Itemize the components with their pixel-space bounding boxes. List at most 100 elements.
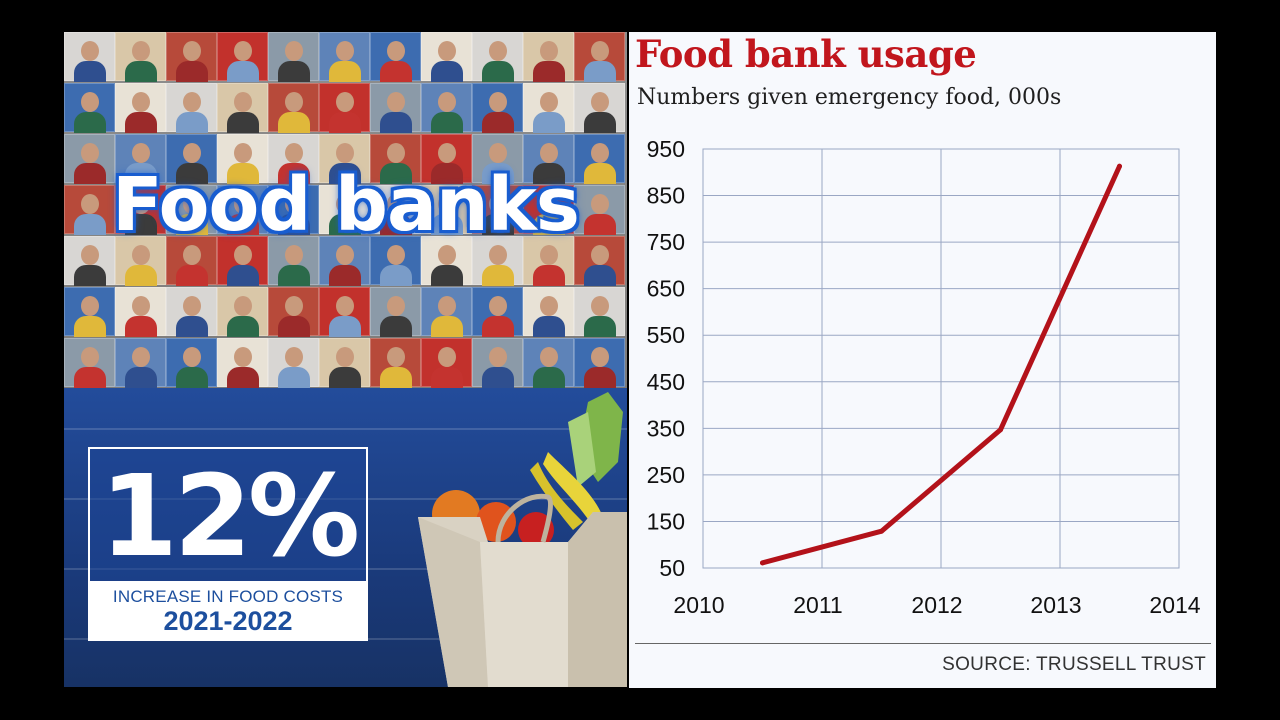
mosaic-tile — [370, 287, 421, 337]
mosaic-tile — [472, 134, 523, 184]
mosaic-tile — [319, 338, 370, 388]
mosaic-tile — [166, 32, 217, 82]
stat-years: 2021-2022 — [163, 606, 293, 636]
mosaic-tile — [268, 338, 319, 388]
y-tick-label: 350 — [647, 415, 685, 441]
mosaic-tile — [268, 236, 319, 286]
mosaic-tile — [574, 83, 625, 133]
line-chart: 950 850 750 650 550 450 350 250 150 50 2010 2011 201… — [647, 136, 1201, 618]
mosaic-tile — [472, 83, 523, 133]
y-tick-label: 250 — [647, 462, 685, 488]
mosaic-tile — [472, 185, 523, 235]
mosaic-tile — [472, 236, 523, 286]
mosaic-tile — [115, 32, 166, 82]
mosaic-tile — [523, 236, 574, 286]
stat-caption-box: INCREASE IN FOOD COSTS 2021-2022 — [90, 581, 366, 639]
mosaic-tile — [115, 83, 166, 133]
mosaic-tile — [166, 134, 217, 184]
mosaic-tile — [523, 134, 574, 184]
mosaic-tile — [64, 185, 115, 235]
plot-frame — [702, 148, 1180, 569]
mosaic-tile — [217, 83, 268, 133]
mosaic-tile — [319, 32, 370, 82]
data-point — [760, 560, 765, 566]
promo-panel: Food banks 12% INCREASE IN FOOD COSTS 20… — [64, 32, 627, 687]
data-point — [1117, 163, 1122, 169]
mosaic-tile — [217, 287, 268, 337]
mosaic-tile — [370, 185, 421, 235]
x-tick-label: 2011 — [793, 592, 842, 618]
mosaic-tile — [421, 32, 472, 82]
mosaic-tile — [115, 287, 166, 337]
source-divider — [635, 643, 1211, 644]
mosaic-tile — [574, 32, 625, 82]
series-line — [760, 163, 1122, 566]
mosaic-tile — [115, 134, 166, 184]
data-point — [998, 427, 1003, 433]
mosaic-tile — [472, 32, 523, 82]
mosaic-tile — [370, 236, 421, 286]
mosaic-tile — [115, 236, 166, 286]
mosaic-tile — [268, 134, 319, 184]
mosaic-tile — [574, 236, 625, 286]
mosaic-tile — [523, 338, 574, 388]
mosaic-tile — [370, 32, 421, 82]
mosaic-tile — [421, 83, 472, 133]
y-tick-label: 550 — [647, 322, 685, 348]
mosaic-tile — [421, 185, 472, 235]
mosaic-tile — [370, 83, 421, 133]
mosaic-tile — [319, 185, 370, 235]
mosaic-tile — [319, 134, 370, 184]
x-tick-label: 2014 — [1149, 592, 1200, 618]
mosaic-tile — [217, 32, 268, 82]
mosaic-tile — [472, 338, 523, 388]
y-tick-label: 450 — [647, 369, 685, 395]
mosaic-tile — [217, 338, 268, 388]
mosaic-tile — [115, 185, 166, 235]
mosaic-tile — [472, 287, 523, 337]
mosaic-tile — [64, 32, 115, 82]
mosaic-tile — [115, 338, 166, 388]
y-tick-label: 50 — [659, 555, 685, 581]
mosaic-tile — [523, 32, 574, 82]
mosaic-tile — [574, 134, 625, 184]
mosaic-tile — [523, 287, 574, 337]
mosaic-tile — [421, 338, 472, 388]
mosaic-tile — [64, 134, 115, 184]
mosaic-tile — [268, 287, 319, 337]
mosaic-tile — [574, 185, 625, 235]
mosaic-tile — [64, 287, 115, 337]
mosaic-tile — [319, 83, 370, 133]
stat-box: 12% INCREASE IN FOOD COSTS 2021-2022 — [88, 447, 368, 641]
mosaic-tile — [574, 338, 625, 388]
x-tick-label: 2012 — [911, 592, 962, 618]
grocery-bag-icon — [418, 392, 627, 687]
chart-subtitle: Numbers given emergency food, 000s — [637, 85, 1062, 110]
mosaic-tile — [166, 83, 217, 133]
mosaic-tile — [421, 287, 472, 337]
y-tick-label: 650 — [647, 276, 685, 302]
mosaic-tile — [64, 236, 115, 286]
y-tick-label: 750 — [647, 229, 685, 255]
mosaic-tile — [166, 236, 217, 286]
x-tick-label: 2013 — [1030, 592, 1081, 618]
mosaic-tile — [166, 185, 217, 235]
mosaic-tile — [268, 185, 319, 235]
mosaic-tile — [370, 134, 421, 184]
mosaic-tile — [268, 83, 319, 133]
mosaic-tile — [217, 236, 268, 286]
mosaic-tile — [166, 287, 217, 337]
stat-percent: 12% — [99, 452, 360, 582]
mosaic-tile — [421, 236, 472, 286]
x-tick-label: 2010 — [673, 592, 724, 618]
headline: Food banks — [112, 162, 580, 248]
y-tick-label: 950 — [647, 136, 685, 162]
chart-panel: 950 850 750 650 550 450 350 250 150 50 2010 2011 201… — [629, 32, 1216, 688]
y-tick-label: 850 — [647, 183, 685, 209]
mosaic-tile — [319, 236, 370, 286]
chart-title: Food bank usage — [635, 32, 977, 76]
mosaic-tile — [574, 287, 625, 337]
mosaic-tile — [421, 134, 472, 184]
mosaic-tile — [217, 185, 268, 235]
chart-source: SOURCE: TRUSSELL TRUST — [942, 654, 1206, 675]
